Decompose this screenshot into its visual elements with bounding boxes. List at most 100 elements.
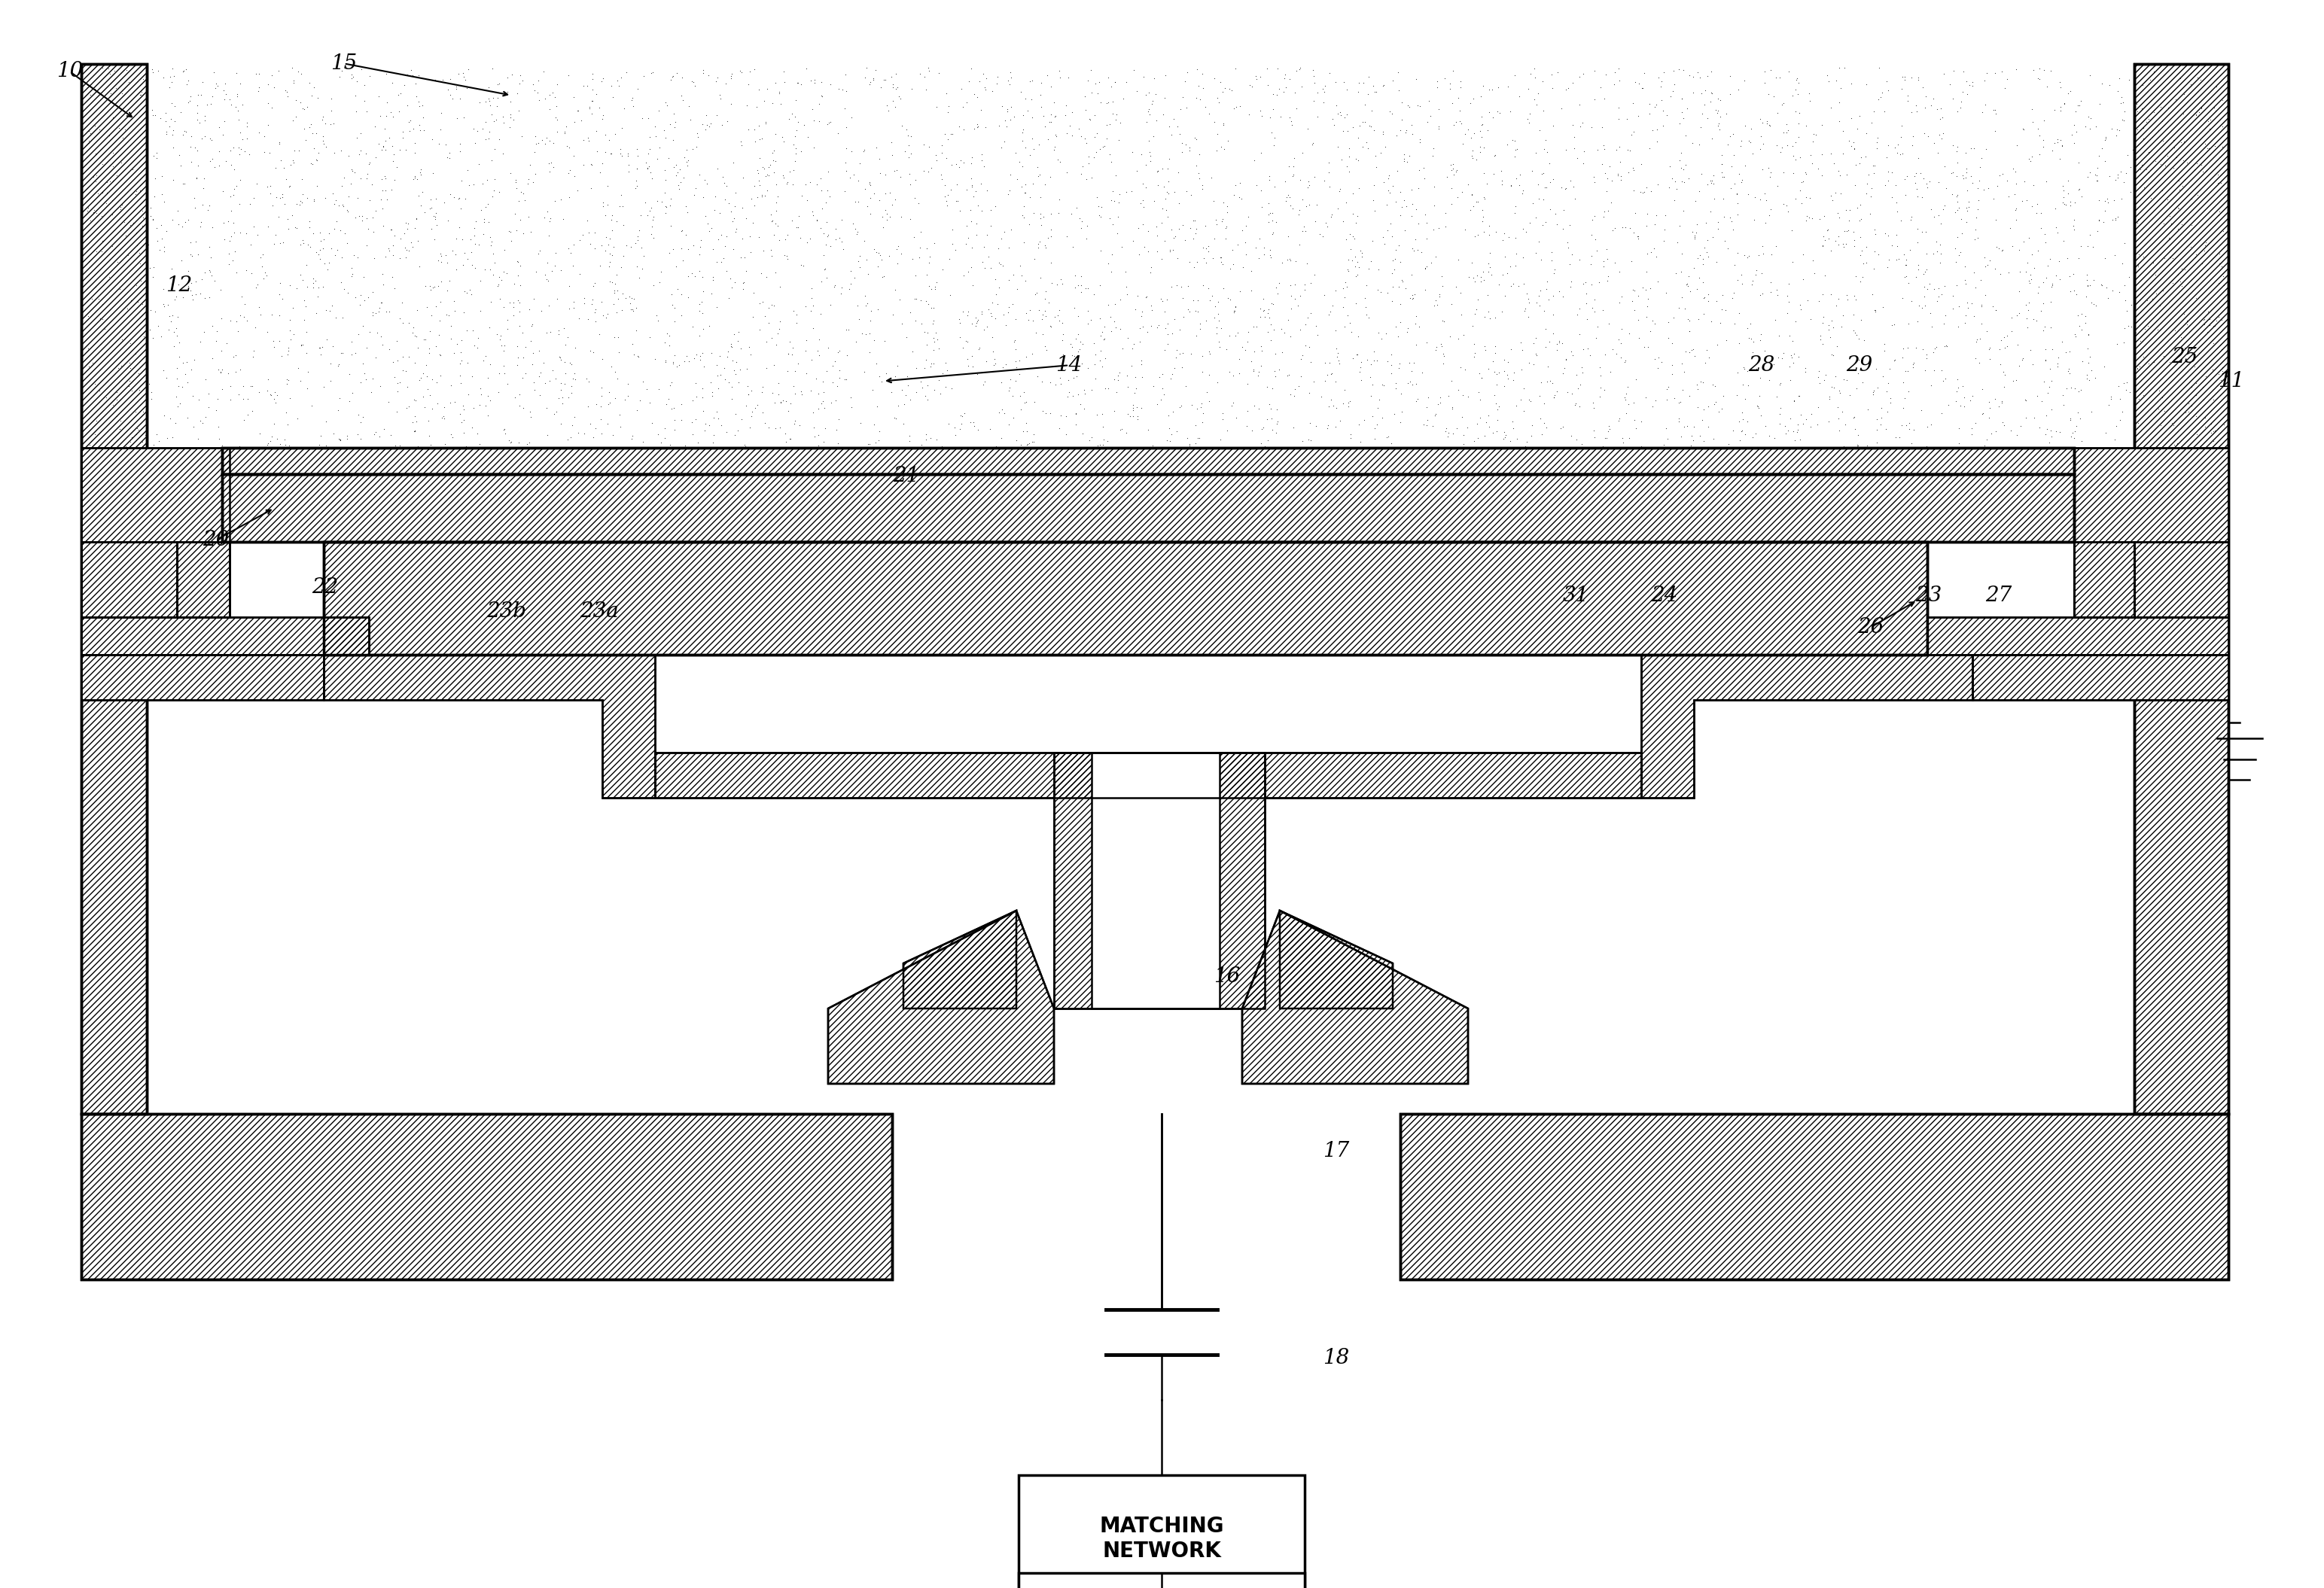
- Point: [1441, 98, 1478, 124]
- Point: [1434, 91, 1471, 116]
- Point: [1037, 103, 1074, 129]
- Point: [1362, 279, 1399, 305]
- Point: [1694, 162, 1731, 187]
- Point: [1392, 262, 1429, 287]
- Point: [625, 243, 662, 268]
- Point: [769, 359, 806, 384]
- Point: [119, 295, 156, 321]
- Point: [1069, 311, 1106, 337]
- Point: [609, 372, 646, 397]
- Point: [128, 245, 165, 270]
- Point: [293, 111, 330, 137]
- Point: [1576, 395, 1613, 421]
- Point: [1941, 195, 1978, 221]
- Point: [374, 148, 411, 173]
- Point: [1060, 338, 1097, 364]
- Point: [242, 75, 279, 100]
- Point: [562, 108, 600, 133]
- Point: [818, 418, 855, 443]
- Point: [1727, 113, 1764, 138]
- Point: [923, 162, 960, 187]
- Point: [2145, 246, 2182, 272]
- Point: [2103, 399, 2140, 424]
- Point: [1587, 426, 1624, 451]
- Point: [2008, 306, 2045, 332]
- Point: [146, 235, 184, 260]
- Point: [904, 364, 941, 389]
- Point: [1615, 178, 1652, 203]
- Point: [709, 343, 746, 368]
- Point: [1148, 179, 1185, 205]
- Point: [363, 195, 400, 221]
- Point: [1934, 295, 1971, 321]
- Point: [878, 233, 916, 259]
- Point: [1315, 113, 1353, 138]
- Point: [1336, 146, 1373, 172]
- Point: [88, 191, 125, 216]
- Point: [1004, 380, 1041, 405]
- Point: [388, 137, 425, 162]
- Point: [1915, 340, 1952, 365]
- Point: [1067, 84, 1104, 110]
- Point: [151, 106, 188, 132]
- Point: [309, 327, 346, 353]
- Point: [1215, 183, 1253, 208]
- Point: [509, 205, 546, 230]
- Point: [1996, 181, 2034, 206]
- Point: [1281, 56, 1318, 81]
- Point: [225, 407, 263, 432]
- Point: [1285, 343, 1322, 368]
- Point: [1487, 283, 1525, 308]
- Point: [1413, 249, 1450, 275]
- Point: [2119, 206, 2157, 232]
- Point: [1701, 87, 1738, 113]
- Point: [1064, 332, 1102, 357]
- Point: [300, 86, 337, 111]
- Point: [581, 407, 618, 432]
- Point: [739, 392, 776, 418]
- Point: [256, 230, 293, 256]
- Point: [1885, 386, 1922, 411]
- Point: [1294, 64, 1332, 89]
- Point: [1301, 384, 1339, 410]
- Point: [2194, 313, 2231, 338]
- Point: [474, 184, 511, 210]
- Point: [2115, 265, 2152, 291]
- Point: [121, 178, 158, 203]
- Point: [383, 345, 421, 370]
- Point: [1174, 225, 1211, 251]
- Point: [1113, 227, 1150, 252]
- Point: [1776, 160, 1813, 186]
- Point: [1952, 422, 1989, 448]
- Point: [323, 245, 360, 270]
- Point: [453, 414, 490, 440]
- Point: [676, 264, 713, 289]
- Point: [1334, 248, 1371, 273]
- Point: [1118, 283, 1155, 308]
- Point: [1183, 176, 1220, 202]
- Point: [1838, 195, 1875, 221]
- Point: [2013, 262, 2050, 287]
- Point: [2126, 316, 2164, 341]
- Point: [683, 289, 720, 314]
- Point: [381, 432, 418, 457]
- Point: [1538, 378, 1576, 403]
- Point: [579, 392, 616, 418]
- Point: [597, 121, 634, 146]
- Point: [2154, 410, 2192, 435]
- Point: [1476, 359, 1513, 384]
- Point: [581, 95, 618, 121]
- Point: [1513, 413, 1550, 438]
- Point: [2140, 241, 2178, 267]
- Point: [1966, 254, 2003, 279]
- Point: [1202, 70, 1239, 95]
- Point: [2113, 292, 2150, 318]
- Point: [1383, 381, 1420, 407]
- Point: [1260, 410, 1297, 435]
- Point: [1183, 343, 1220, 368]
- Point: [1188, 380, 1225, 405]
- Point: [1143, 195, 1181, 221]
- Point: [1067, 97, 1104, 122]
- Point: [1118, 394, 1155, 419]
- Point: [249, 367, 286, 392]
